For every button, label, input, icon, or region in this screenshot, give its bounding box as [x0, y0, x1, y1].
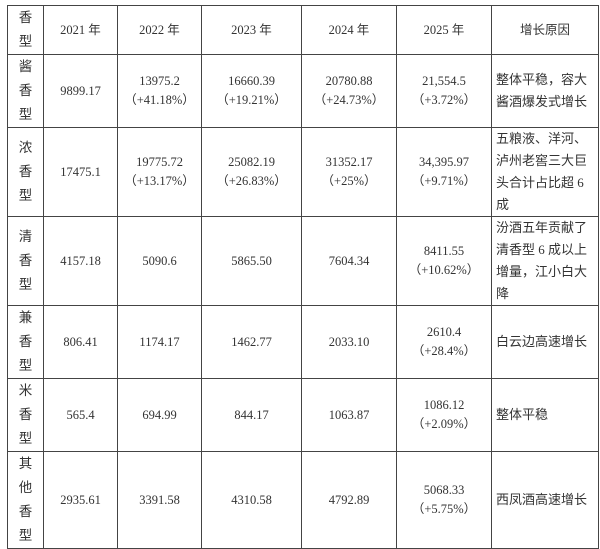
value-2022: 694.99: [117, 378, 202, 452]
header-reason: 增长原因: [491, 5, 599, 55]
reason-cell: 整体平稳: [491, 378, 599, 452]
table-row: 浓 香 型 17475.1 19775.72 （+13.17%） 25082.19 （+2…: [7, 127, 599, 217]
reason-cell: 白云边高速增长: [491, 305, 599, 379]
value-2024: 1063.87: [301, 378, 397, 452]
value: 806.41: [63, 334, 98, 349]
type-cell: 清 香 型: [7, 216, 44, 306]
value: 5068.33: [423, 483, 465, 497]
reason-cell: 整体平稳，容大酱酒爆发式增长: [491, 54, 599, 128]
value: 16660.39: [228, 74, 275, 88]
value-2021: 565.4: [43, 378, 118, 452]
value-2021: 806.41: [43, 305, 118, 379]
value: 8411.55: [423, 244, 465, 258]
value: 34,395.97: [419, 155, 469, 169]
value-2021: 4157.18: [43, 216, 118, 306]
value-2024: 4792.89: [301, 451, 397, 549]
value-2024: 7604.34: [301, 216, 397, 306]
value: 2033.10: [328, 334, 370, 349]
header-type: 香 型: [7, 5, 44, 55]
value: 3391.58: [139, 492, 180, 507]
value: 9899.17: [60, 83, 101, 98]
value-2023: 4310.58: [201, 451, 302, 549]
value-2023: 1462.77: [201, 305, 302, 379]
value: 1063.87: [328, 407, 370, 422]
table-row: 兼 香 型 806.41 1174.17 1462.77 2033.10 2610.4 （+…: [7, 305, 599, 379]
value-2021: 9899.17: [43, 54, 118, 128]
value-2025: 34,395.97 （+9.71%）: [396, 127, 492, 217]
growth: （+28.4%）: [411, 344, 477, 358]
value: 21,554.5: [422, 74, 466, 88]
value: 7604.34: [328, 253, 370, 268]
value-2021: 2935.61: [43, 451, 118, 549]
value: 13975.2: [139, 74, 180, 88]
value: 5090.6: [142, 253, 177, 268]
value-2021: 17475.1: [43, 127, 118, 217]
value: 1174.17: [139, 334, 180, 349]
header-2021: 2021 年: [43, 5, 118, 55]
value: 25082.19: [228, 155, 275, 169]
value-2024: 31352.17 （+25%）: [301, 127, 397, 217]
header-2025: 2025 年: [396, 5, 492, 55]
header-2022: 2022 年: [117, 5, 202, 55]
value-2022: 19775.72 （+13.17%）: [117, 127, 202, 217]
value: 1086.12: [423, 398, 465, 412]
value-2022: 5090.6: [117, 216, 202, 306]
reason-cell: 五粮液、洋河、泸州老窖三大巨头合计占比超 6 成: [491, 127, 599, 217]
growth: （+19.21%）: [216, 93, 287, 107]
growth: （+41.18%）: [124, 93, 195, 107]
value-2025: 2610.4 （+28.4%）: [396, 305, 492, 379]
growth: （+24.73%）: [313, 93, 385, 107]
type-cell: 浓 香 型: [7, 127, 44, 217]
value-2024: 2033.10: [301, 305, 397, 379]
value: 1462.77: [231, 334, 272, 349]
value-2025: 1086.12 （+2.09%）: [396, 378, 492, 452]
type-cell: 兼 香 型: [7, 305, 44, 379]
value: 5865.50: [231, 253, 272, 268]
value-2025: 21,554.5 （+3.72%）: [396, 54, 492, 128]
table-row: 酱 香 型 9899.17 13975.2 （+41.18%） 16660.39 （+19…: [7, 54, 599, 128]
value: 20780.88: [325, 74, 373, 88]
growth: （+26.83%）: [216, 174, 287, 188]
growth: （+5.75%）: [411, 502, 477, 516]
value: 19775.72: [136, 155, 183, 169]
growth: （+10.62%）: [408, 263, 480, 277]
header-row: 香 型 2021 年 2022 年 2023 年 2024 年 2025 年 增…: [7, 5, 599, 55]
value-2025: 5068.33 （+5.75%）: [396, 451, 492, 549]
growth: （+9.71%）: [411, 174, 477, 188]
liquor-sales-table: 香 型 2021 年 2022 年 2023 年 2024 年 2025 年 增…: [7, 5, 599, 549]
value: 31352.17: [325, 155, 373, 169]
value-2024: 20780.88 （+24.73%）: [301, 54, 397, 128]
table-row: 米 香 型 565.4 694.99 844.17 1063.87 1086.12 （+2.…: [7, 378, 599, 452]
reason-cell: 汾酒五年贡献了清香型 6 成以上增量，江小白大降: [491, 216, 599, 306]
growth: （+3.72%）: [411, 93, 477, 107]
value-2022: 1174.17: [117, 305, 202, 379]
growth: （+2.09%）: [411, 417, 477, 431]
value-2022: 3391.58: [117, 451, 202, 549]
value: 694.99: [142, 407, 177, 422]
value-2023: 25082.19 （+26.83%）: [201, 127, 302, 217]
header-2023: 2023 年: [201, 5, 302, 55]
header-2024: 2024 年: [301, 5, 397, 55]
value-2022: 13975.2 （+41.18%）: [117, 54, 202, 128]
value: 2610.4: [426, 325, 462, 339]
type-cell: 米 香 型: [7, 378, 44, 452]
value: 4310.58: [231, 492, 272, 507]
growth: （+13.17%）: [124, 174, 195, 188]
table-row: 清 香 型 4157.18 5090.6 5865.50 7604.34 8411.55 （…: [7, 216, 599, 306]
value: 4157.18: [60, 253, 101, 268]
type-cell: 其 他 香 型: [7, 451, 44, 549]
value-2023: 844.17: [201, 378, 302, 452]
value-2023: 16660.39 （+19.21%）: [201, 54, 302, 128]
reason-cell: 西凤酒高速增长: [491, 451, 599, 549]
growth: （+25%）: [321, 174, 377, 188]
value: 17475.1: [60, 164, 101, 179]
value-2023: 5865.50: [201, 216, 302, 306]
value: 565.4: [66, 407, 95, 422]
type-cell: 酱 香 型: [7, 54, 44, 128]
table-row: 其 他 香 型 2935.61 3391.58 4310.58 4792.89 5068.…: [7, 451, 599, 549]
value-2025: 8411.55 （+10.62%）: [396, 216, 492, 306]
value: 844.17: [234, 407, 269, 422]
value: 2935.61: [60, 492, 101, 507]
value: 4792.89: [328, 492, 370, 507]
